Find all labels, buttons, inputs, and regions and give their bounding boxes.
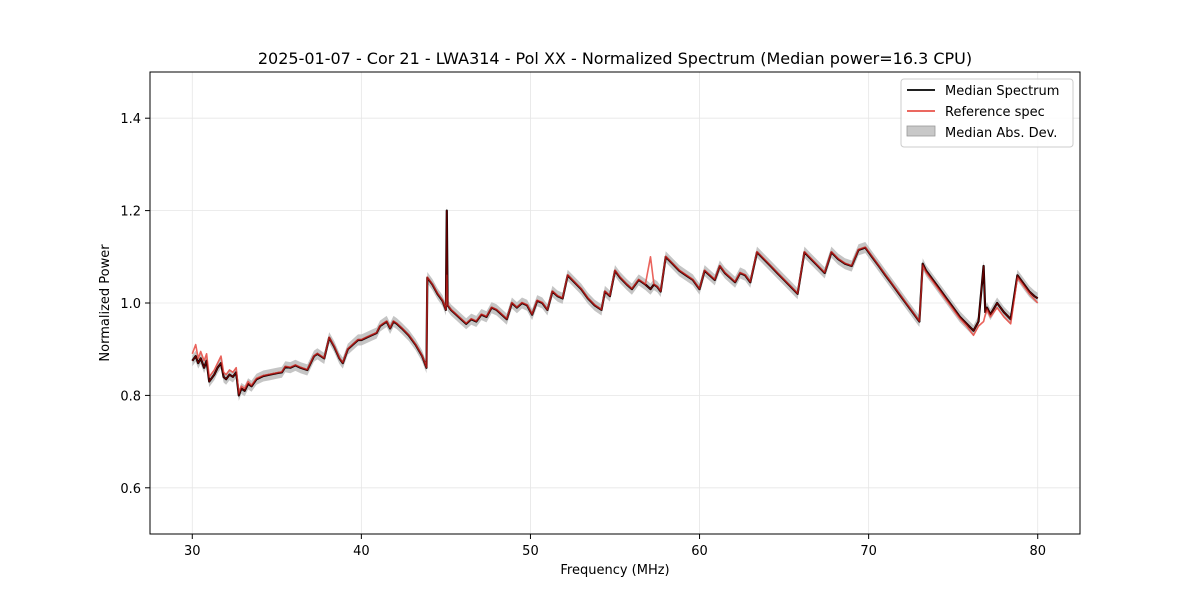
legend-median-label: Median Spectrum	[945, 84, 1059, 99]
legend-mad-label: Median Abs. Dev.	[945, 126, 1057, 141]
x-tick-label: 50	[522, 544, 539, 559]
x-tick-label: 70	[860, 544, 877, 559]
y-axis-title: Normalized Power	[98, 244, 113, 362]
y-tick-label: 1.4	[120, 112, 141, 127]
legend-frame	[900, 78, 1074, 148]
x-tick-label: 80	[1029, 544, 1046, 559]
x-axis-title: Frequency (MHz)	[560, 563, 669, 578]
series-lines	[191, 209, 1039, 397]
legend-mad-swatch	[906, 125, 936, 137]
y-tick-label: 0.8	[120, 389, 141, 404]
x-tick-label: 40	[353, 544, 370, 559]
legend: Median Spectrum Reference spec Median Ab…	[900, 78, 1074, 148]
x-tick-label: 60	[691, 544, 708, 559]
y-axis-ticks: 0.6 0.8 1.0 1.2 1.4	[120, 112, 150, 497]
y-tick-label: 0.6	[120, 482, 141, 497]
chart-title: 2025-01-07 - Cor 21 - LWA314 - Pol XX - …	[258, 49, 972, 68]
legend-reference-label: Reference spec	[945, 105, 1045, 120]
overlap-line	[191, 210, 1039, 396]
x-axis-ticks: 30 40 50 60 70 80	[184, 534, 1046, 559]
y-tick-label: 1.0	[120, 297, 141, 312]
y-tick-label: 1.2	[120, 205, 141, 220]
x-tick-label: 30	[184, 544, 201, 559]
